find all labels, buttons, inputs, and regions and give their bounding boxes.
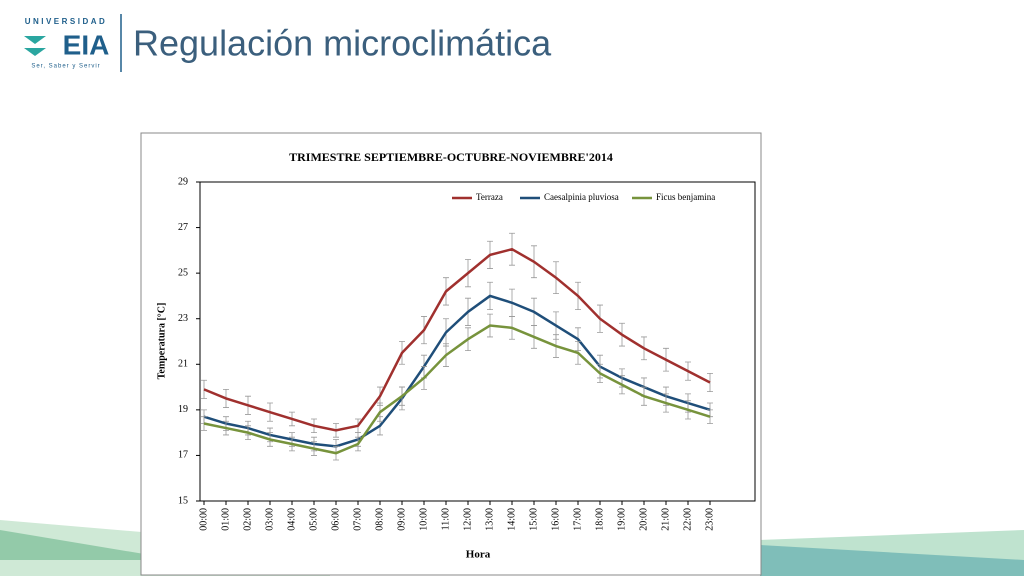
- legend-label: Caesalpinia pluviosa: [544, 192, 619, 202]
- y-tick-label: 27: [178, 222, 188, 233]
- x-tick-label: 02:00: [242, 508, 253, 531]
- decor-stripe: [760, 545, 1024, 576]
- error-bar: [201, 416, 207, 431]
- x-tick-label: 05:00: [308, 508, 319, 531]
- x-tick-label: 19:00: [616, 508, 627, 531]
- chart-title: TRIMESTRE SEPTIEMBRE-OCTUBRE-NOVIEMBRE'2…: [289, 150, 613, 164]
- x-tick-label: 08:00: [374, 508, 385, 531]
- x-tick-label: 20:00: [638, 508, 649, 531]
- x-tick-label: 22:00: [682, 508, 693, 531]
- logo-main: EIA: [63, 29, 110, 60]
- y-tick-label: 19: [178, 404, 188, 415]
- decor-stripe: [0, 530, 180, 560]
- x-tick-label: 10:00: [418, 508, 429, 531]
- x-axis-label: Hora: [466, 549, 491, 561]
- legend-label: Terraza: [476, 192, 503, 202]
- x-tick-label: 14:00: [506, 508, 517, 531]
- x-tick-label: 09:00: [396, 508, 407, 531]
- x-tick-label: 04:00: [286, 508, 297, 531]
- series-line: [203, 324, 711, 455]
- x-tick-label: 21:00: [660, 508, 671, 531]
- x-tick-label: 03:00: [264, 508, 275, 531]
- x-tick-label: 15:00: [528, 508, 539, 531]
- y-tick-label: 23: [178, 313, 188, 324]
- x-tick-label: 06:00: [330, 508, 341, 531]
- x-tick-label: 23:00: [704, 508, 715, 531]
- error-bar: [707, 409, 713, 424]
- series-line: [203, 247, 711, 432]
- x-tick-label: 11:00: [440, 508, 451, 530]
- y-tick-label: 17: [178, 450, 188, 461]
- logo-icon: [24, 36, 46, 56]
- legend-label: Ficus benjamina: [656, 192, 715, 202]
- error-bar: [707, 373, 713, 393]
- plot-area: [199, 181, 756, 502]
- logo-motto: Ser, Saber y Servir: [31, 64, 100, 70]
- logo-top: UNIVERSIDAD: [25, 17, 108, 26]
- x-tick-label: 07:00: [352, 508, 363, 531]
- x-tick-label: 17:00: [572, 508, 583, 531]
- x-tick-label: 16:00: [550, 508, 561, 531]
- x-tick-label: 18:00: [594, 508, 605, 531]
- y-tick-label: 29: [178, 176, 188, 187]
- series-line: [203, 294, 711, 448]
- x-tick-label: 13:00: [484, 508, 495, 531]
- x-tick-label: 12:00: [462, 508, 473, 531]
- y-tick-label: 25: [178, 267, 188, 278]
- y-axis-label: Temperatura [°C]: [156, 303, 167, 380]
- x-tick-label: 00:00: [198, 508, 209, 531]
- y-tick-label: 15: [178, 495, 188, 506]
- x-tick-label: 01:00: [220, 508, 231, 531]
- y-tick-label: 21: [178, 359, 188, 370]
- slide-title: Regulación microclimática: [133, 23, 552, 64]
